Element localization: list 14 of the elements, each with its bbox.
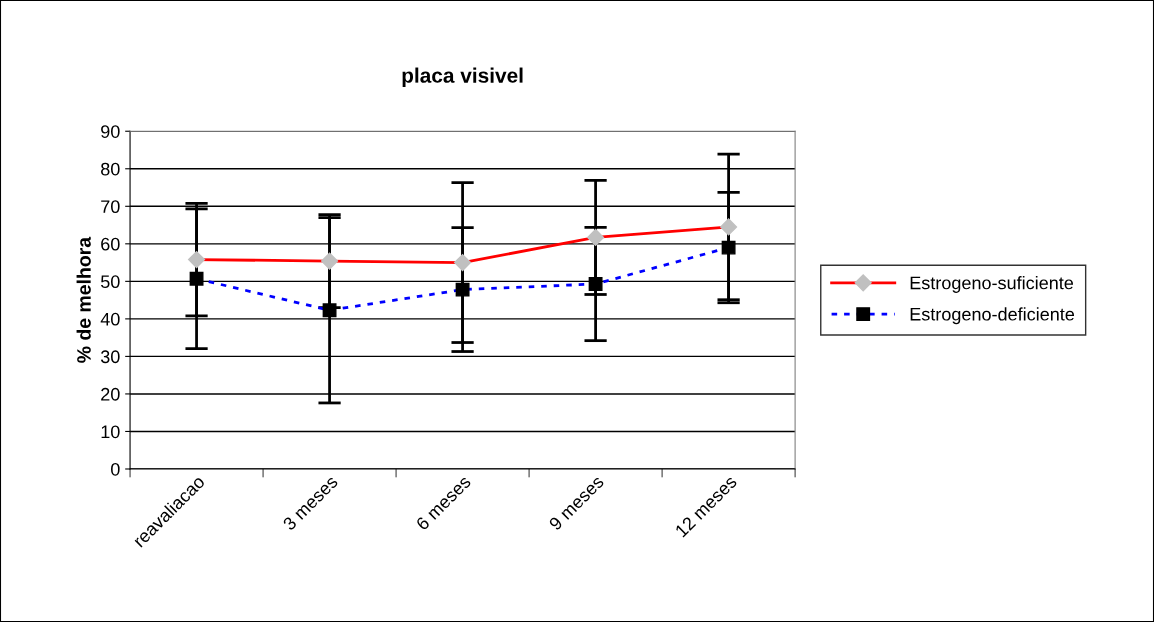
y-tick-label: 70 — [101, 200, 120, 214]
y-tick-label: 40 — [100, 312, 120, 326]
y-tick-label: 60 — [101, 237, 120, 251]
legend-label: Estrogeno-suficiente — [910, 276, 1074, 293]
y-tick-label: 50 — [100, 275, 120, 289]
y-tick-label: 20 — [101, 387, 120, 401]
y-tick-label: 90 — [101, 125, 120, 138]
y-tick-label: 30 — [100, 350, 120, 364]
y-tick-label: 80 — [101, 162, 120, 176]
chart-title: placa visivel — [402, 67, 523, 87]
y-tick-label: 0 — [111, 462, 120, 476]
y-axis-title: % de melhora — [76, 236, 91, 363]
y-tick-label: 10 — [101, 425, 120, 439]
legend-label: Estrogeno-deficiente — [910, 307, 1075, 325]
